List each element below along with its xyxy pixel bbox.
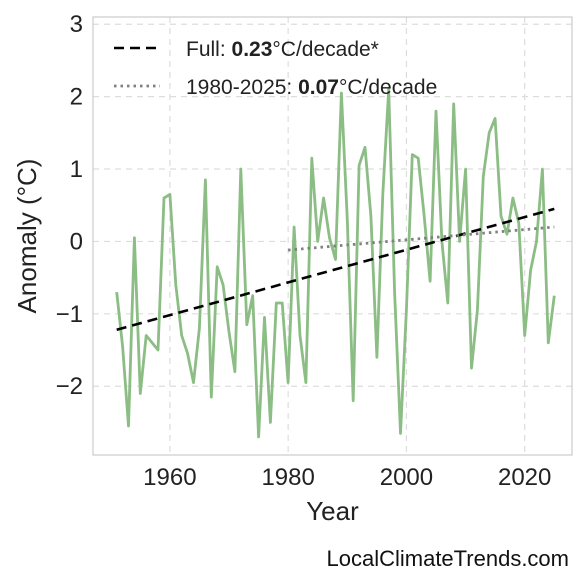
x-tick-label: 2000 [380, 464, 433, 491]
x-axis-title: Year [306, 496, 359, 526]
y-tick-label: −1 [56, 301, 83, 328]
y-tick-label: 0 [70, 228, 83, 255]
y-axis-title: Anomaly (°C) [12, 159, 42, 314]
x-tick-label: 1980 [261, 464, 314, 491]
legend-label-trend-full: Full: 0.23°C/decade* [186, 38, 379, 61]
x-tick-label: 1960 [143, 464, 196, 491]
plot-frame [92, 16, 573, 456]
legend: Full: 0.23°C/decade* 1980-2025: 0.07°C/de… [114, 38, 437, 99]
y-tick-label: 2 [70, 84, 83, 111]
y-tick-label: 1 [70, 156, 83, 183]
anomaly-series-line [115, 88, 556, 439]
x-tick-label: 2020 [498, 464, 551, 491]
trend-full-line [116, 207, 555, 332]
y-tick-label: −2 [56, 373, 83, 400]
legend-label-trend-recent: 1980-2025: 0.07°C/decade [186, 76, 437, 99]
watermark-site-name: LocalClimateTrends.com [326, 546, 570, 571]
trend-recent-line [287, 225, 555, 252]
y-tick-label: 3 [70, 11, 83, 38]
